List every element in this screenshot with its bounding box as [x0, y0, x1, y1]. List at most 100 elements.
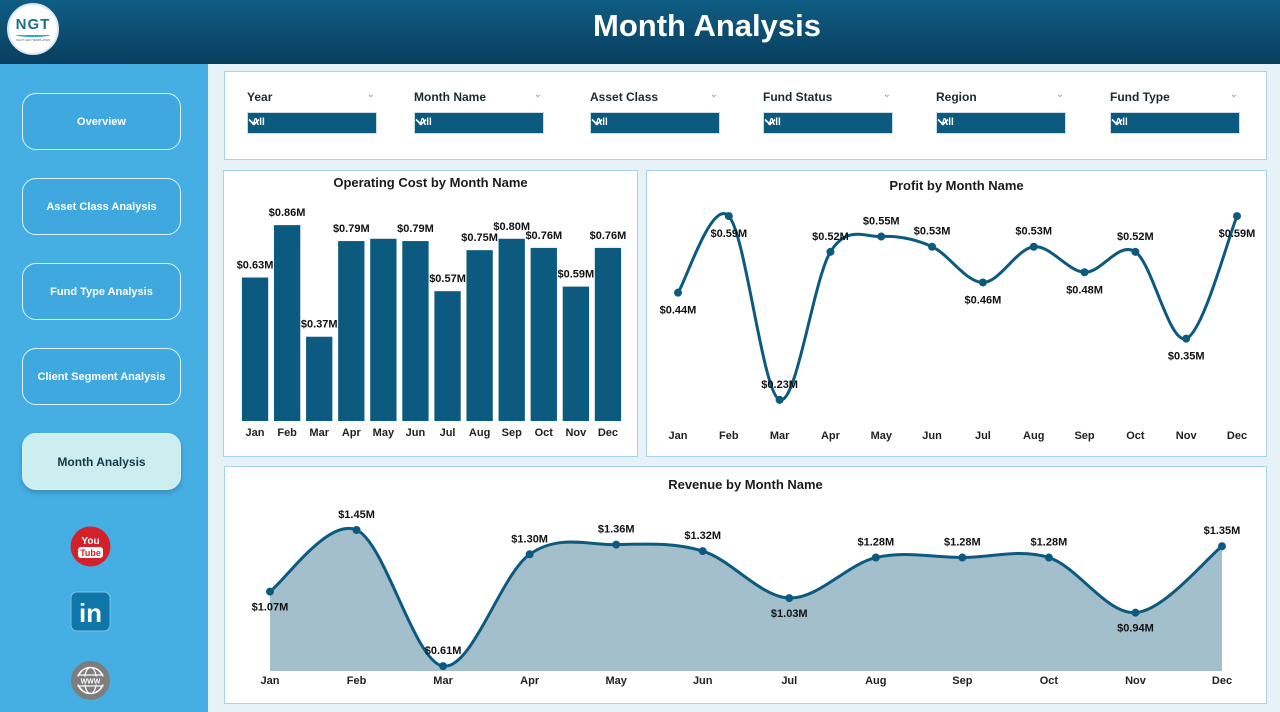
filter-asset-class-select[interactable]: All	[590, 112, 720, 134]
bar-jan	[241, 277, 269, 421]
filter-fund-type-select[interactable]: All	[1110, 112, 1240, 134]
data-label-oct: $0.52M	[1117, 231, 1154, 243]
x-tick-aug: Aug	[865, 675, 886, 687]
chevron-down-icon[interactable]: ⌄	[533, 89, 542, 100]
data-label-dec: $0.59M	[1219, 228, 1256, 240]
header-bar: NGT NEXT GEN TEMPLATES Month Analysis	[0, 0, 1280, 64]
x-tick-may: May	[605, 675, 627, 687]
data-label-jun: $1.32M	[684, 530, 721, 542]
point-apr	[826, 247, 835, 256]
point-may	[612, 540, 621, 549]
profit-chart-panel: Profit by Month Name $0.44M Jan $0.59M Feb $…	[646, 170, 1267, 457]
chevron-down-icon[interactable]: ⌄	[366, 89, 375, 100]
point-oct	[1044, 553, 1053, 562]
point-sep	[958, 553, 967, 562]
filter-fund-status-label: Fund Status	[763, 90, 833, 104]
data-label-may: $1.36M	[598, 524, 635, 536]
point-apr	[525, 550, 534, 559]
chevron-down-icon	[937, 118, 949, 126]
linkedin-icon[interactable]: in	[70, 591, 111, 632]
filter-year-label: Year	[247, 90, 273, 104]
x-tick-jan: Jan	[246, 427, 265, 439]
data-label-sep: $0.80M	[493, 221, 530, 233]
chevron-down-icon	[248, 118, 260, 126]
data-label-jul: $0.57M	[429, 273, 466, 285]
nav-overview-button[interactable]: Overview	[22, 93, 181, 150]
youtube-icon[interactable]: You Tube	[70, 526, 111, 567]
bar-jun	[402, 241, 429, 421]
filter-year-value: All	[252, 117, 265, 128]
data-label-feb: $0.59M	[710, 228, 747, 240]
x-tick-jan: Jan	[261, 675, 280, 687]
logo-swoosh	[16, 33, 50, 37]
point-nov	[1131, 608, 1140, 617]
data-label-dec: $0.76M	[590, 230, 627, 242]
revenue-chart-title: Revenue by Month Name	[668, 477, 823, 492]
page-title: Month Analysis	[593, 8, 821, 43]
data-label-may: $0.55M	[863, 216, 900, 228]
x-tick-nov: Nov	[565, 427, 587, 439]
website-icon[interactable]: WWW	[70, 660, 111, 701]
chevron-down-icon[interactable]: ⌄	[1229, 89, 1238, 100]
bar-oct	[530, 247, 557, 421]
filters-panel: Year ⌄ All Month Name ⌄ All Asset Class ⌄ A…	[224, 71, 1267, 160]
filter-region-select[interactable]: All	[936, 112, 1066, 134]
data-label-oct: $1.28M	[1031, 537, 1068, 549]
point-jul	[785, 594, 794, 603]
x-tick-may: May	[871, 430, 893, 442]
revenue-line	[269, 526, 1223, 668]
filter-fund-status-select[interactable]: All	[763, 112, 893, 134]
point-jan	[674, 288, 682, 297]
chevron-down-icon[interactable]: ⌄	[1055, 89, 1064, 100]
nav-asset-class-analysis-button[interactable]: Asset Class Analysis	[22, 178, 181, 235]
data-label-aug: $0.75M	[461, 232, 498, 244]
x-tick-apr: Apr	[520, 675, 540, 687]
bar-apr	[338, 241, 365, 421]
ngt-logo[interactable]: NGT NEXT GEN TEMPLATES	[7, 3, 59, 55]
chevron-down-icon[interactable]: ⌄	[882, 89, 891, 100]
bar-nov	[562, 286, 590, 421]
x-tick-apr: Apr	[342, 427, 362, 439]
point-jun	[698, 547, 707, 556]
filter-month-name-value: All	[419, 117, 432, 128]
x-tick-jun: Jun	[406, 427, 426, 439]
data-label-aug: $0.53M	[1015, 226, 1052, 238]
bar-sep	[498, 238, 525, 421]
data-label-apr: $1.30M	[511, 533, 548, 545]
x-tick-aug: Aug	[469, 427, 490, 439]
chevron-down-icon[interactable]: ⌄	[709, 89, 718, 100]
data-label-dec: $1.35M	[1204, 525, 1241, 537]
logo-subtext: NEXT GEN TEMPLATES	[16, 37, 50, 42]
bar-feb	[273, 225, 301, 421]
filter-year-select[interactable]: All	[247, 112, 377, 134]
data-label-oct: $0.76M	[525, 230, 562, 242]
filter-asset-class: Asset Class ⌄ All	[590, 88, 720, 134]
revenue-area	[270, 528, 1222, 671]
x-tick-feb: Feb	[719, 430, 739, 442]
filter-fund-status-value: All	[768, 117, 781, 128]
x-tick-mar: Mar	[309, 427, 329, 439]
data-label-jul: $0.46M	[965, 294, 1002, 306]
filter-fund-type-label: Fund Type	[1110, 90, 1170, 104]
filter-region: Region ⌄ All	[936, 88, 1066, 134]
x-tick-sep: Sep	[502, 427, 522, 439]
filter-month-name-select[interactable]: All	[414, 112, 544, 134]
revenue-chart: $1.07M Jan $1.45M Feb $0.61M Mar $1.30M Apr $1.3…	[252, 509, 1241, 687]
filter-month-name-label: Month Name	[414, 90, 486, 104]
operating-cost-chart-panel: Operating Cost by Month Name $0.63M Jan $0…	[223, 170, 638, 457]
x-tick-dec: Dec	[1212, 675, 1232, 687]
nav-month-analysis-button[interactable]: Month Analysis	[22, 433, 181, 490]
filter-region-label: Region	[936, 90, 977, 104]
nav-fund-type-analysis-button[interactable]: Fund Type Analysis	[22, 263, 181, 320]
filter-asset-class-value: All	[595, 117, 608, 128]
data-label-feb: $1.45M	[338, 509, 375, 521]
data-label-sep: $1.28M	[944, 537, 981, 549]
x-tick-nov: Nov	[1125, 675, 1147, 687]
data-label-mar: $0.61M	[425, 645, 462, 657]
bar-dec	[594, 247, 622, 421]
nav-client-segment-analysis-button[interactable]: Client Segment Analysis	[22, 348, 181, 405]
bar-may	[370, 238, 397, 421]
youtube-tube-box	[78, 547, 103, 558]
operating-cost-chart: $0.63M Jan $0.86M Feb $0.37M Mar $0.79M Apr May $…	[237, 207, 627, 439]
point-jul	[978, 278, 987, 287]
